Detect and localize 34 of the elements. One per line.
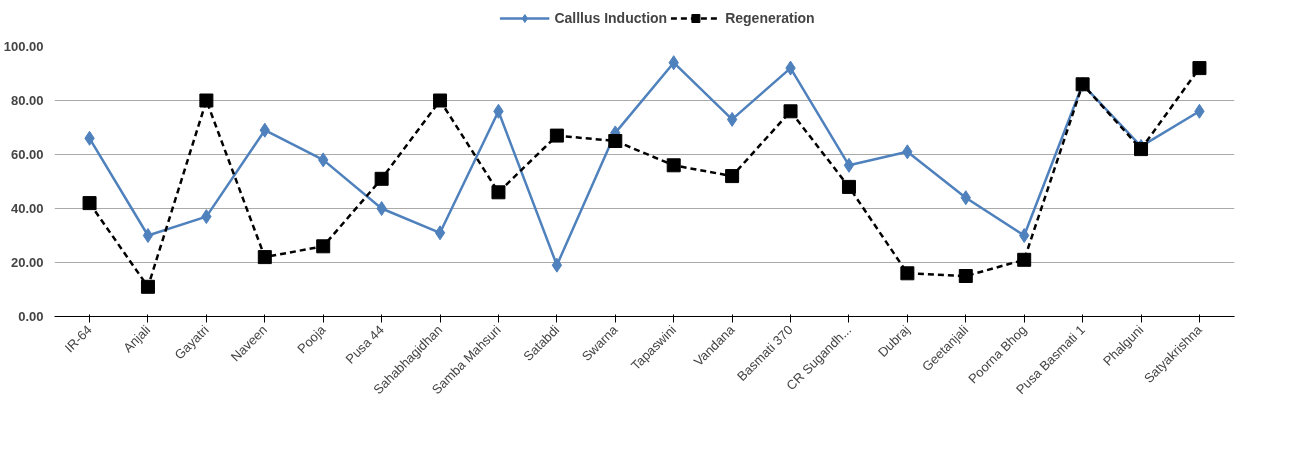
y-tick-label: 100.00 [3, 39, 44, 54]
point [491, 185, 506, 200]
point [608, 134, 623, 148]
point [433, 93, 448, 108]
point [1192, 61, 1207, 76]
point [783, 104, 798, 119]
point [725, 169, 740, 184]
point [199, 93, 214, 108]
point [374, 171, 389, 186]
point [82, 196, 97, 211]
point [549, 128, 564, 143]
point [257, 250, 272, 265]
legend-label: Regeneration [725, 10, 815, 26]
point [958, 269, 973, 283]
point [316, 239, 331, 254]
point [1134, 142, 1149, 157]
point [841, 179, 856, 194]
y-tick-label: 80.00 [10, 93, 44, 108]
point [376, 201, 387, 216]
point [1017, 252, 1032, 267]
point [1019, 228, 1030, 243]
point [434, 225, 446, 241]
y-tick-label: 0.00 [18, 309, 44, 324]
point [843, 157, 855, 173]
point [666, 158, 681, 173]
point [726, 111, 738, 127]
point [551, 257, 563, 273]
point [140, 279, 155, 294]
point [900, 266, 915, 281]
point [142, 228, 154, 243]
legend-label: Calllus Induction [554, 10, 668, 26]
y-tick-label: 40.00 [10, 201, 44, 216]
y-tick-label: 60.00 [10, 147, 44, 162]
y-tick-label: 20.00 [10, 255, 44, 270]
